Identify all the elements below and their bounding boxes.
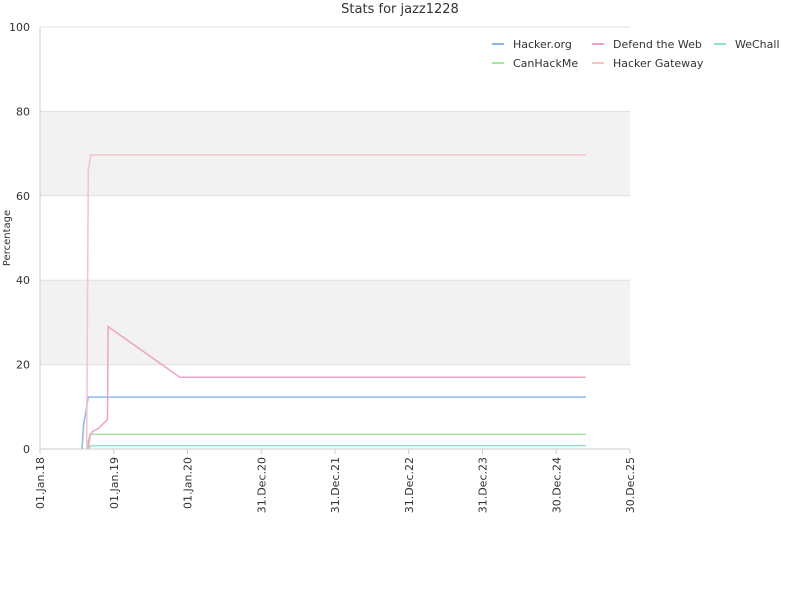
x-tick-label: 01.Jan.19 — [108, 457, 121, 509]
legend-label: Defend the Web — [613, 38, 702, 51]
y-tick-label: 0 — [23, 443, 30, 456]
y-tick-label: 100 — [9, 21, 30, 34]
x-tick-label: 31.Dec.21 — [329, 457, 342, 513]
y-tick-label: 40 — [16, 274, 30, 287]
series-line — [85, 154, 586, 450]
plot-band — [40, 280, 630, 365]
x-tick-label: 30.Dec.24 — [550, 457, 563, 513]
y-tick-label: 80 — [16, 105, 30, 118]
legend-label: CanHackMe — [513, 57, 578, 70]
legend-label: Hacker.org — [513, 38, 572, 51]
y-tick-label: 20 — [16, 359, 30, 372]
series-line — [87, 444, 586, 450]
series-line — [87, 325, 586, 450]
chart-title: Stats for jazz1228 — [341, 2, 459, 17]
x-tick-label: 31.Dec.23 — [477, 457, 490, 513]
x-tick-label: 31.Dec.20 — [255, 457, 268, 513]
y-axis-label: Percentage — [2, 210, 13, 266]
legend-label: WeChall — [735, 38, 780, 51]
x-tick-label: 30.Dec.25 — [624, 457, 637, 513]
x-tick-label: 01.Jan.20 — [182, 457, 195, 509]
x-tick-label: 01.Jan.18 — [34, 457, 47, 509]
x-tick-label: 31.Dec.22 — [403, 457, 416, 513]
legend-label: Hacker Gateway — [613, 57, 704, 70]
series-line — [85, 433, 586, 450]
y-tick-label: 60 — [16, 190, 30, 203]
series-line — [81, 396, 586, 450]
plot-band — [40, 111, 630, 196]
